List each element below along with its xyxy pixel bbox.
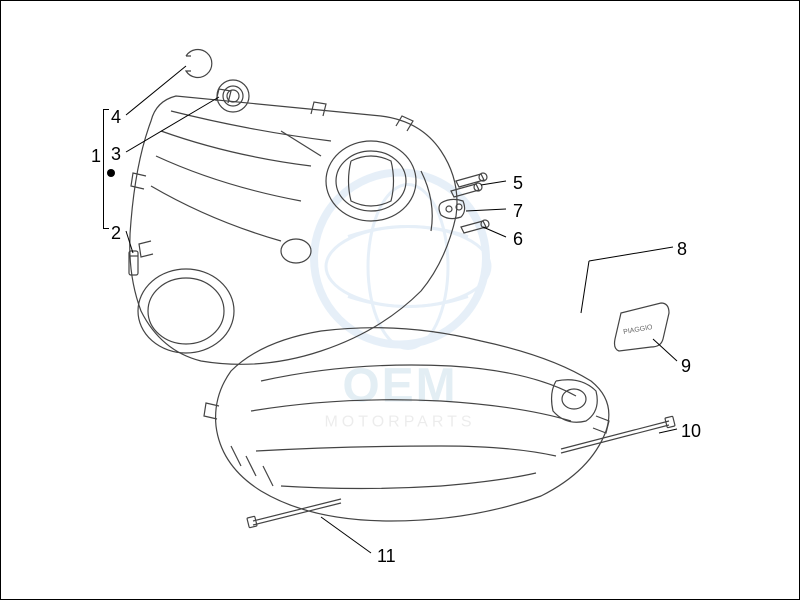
label-9: 9	[681, 356, 691, 377]
label-7: 7	[513, 201, 523, 222]
bullet-marker	[107, 169, 115, 177]
label-8: 8	[677, 239, 687, 260]
label-11: 11	[377, 546, 396, 567]
label-6: 6	[513, 229, 523, 250]
label-10: 10	[681, 421, 701, 442]
label-4: 4	[111, 107, 121, 128]
label-2: 2	[111, 223, 121, 244]
parts-diagram: OEM MOTORPARTS	[0, 0, 800, 600]
label-3: 3	[111, 144, 121, 165]
label-1: 1	[91, 146, 101, 167]
parts-drawing: PIAGGIO	[1, 1, 800, 601]
label-5: 5	[513, 173, 523, 194]
